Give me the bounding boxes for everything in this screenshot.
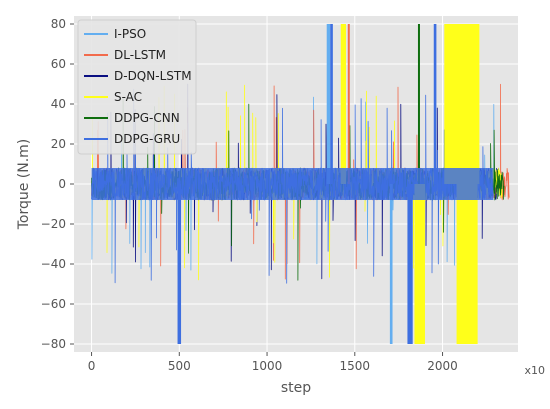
x-tick-label: 2000 bbox=[427, 359, 458, 373]
legend-label: DL-LSTM bbox=[114, 48, 166, 62]
legend: I-PSO DL-LSTM D-DQN-LSTM S-AC DDPG-CNN DDPG-G… bbox=[78, 20, 196, 154]
saturation-band bbox=[444, 24, 479, 184]
legend-label: D-DQN-LSTM bbox=[114, 69, 192, 83]
y-tick-label: 20 bbox=[51, 137, 66, 151]
saturation-band bbox=[330, 24, 333, 184]
y-tick-label: −80 bbox=[41, 337, 66, 351]
y-tick-label: 0 bbox=[58, 177, 66, 191]
saturation-band bbox=[178, 184, 182, 344]
y-tick-label: 80 bbox=[51, 17, 66, 31]
y-tick-label: −60 bbox=[41, 297, 66, 311]
saturation-band bbox=[457, 184, 478, 344]
x-tick-label: 1500 bbox=[340, 359, 371, 373]
x-tick-label: 0 bbox=[88, 359, 96, 373]
legend-label: DDPG-GRU bbox=[114, 132, 180, 146]
saturation-band bbox=[327, 24, 331, 184]
legend-label: S-AC bbox=[114, 90, 142, 104]
saturation-band bbox=[407, 184, 412, 344]
y-tick-label: −40 bbox=[41, 257, 66, 271]
saturation-band bbox=[414, 184, 425, 344]
y-tick-label: 40 bbox=[51, 97, 66, 111]
dense-band bbox=[92, 168, 494, 200]
saturation-band bbox=[434, 24, 437, 184]
x-axis-label: step bbox=[281, 380, 311, 396]
saturation-band bbox=[418, 24, 420, 184]
legend-label: DDPG-CNN bbox=[114, 111, 180, 125]
x-tick-label: 500 bbox=[168, 359, 191, 373]
y-axis-label: Torque (N.m) bbox=[16, 139, 32, 231]
y-tick-label: −20 bbox=[41, 217, 66, 231]
legend-label: I-PSO bbox=[114, 27, 146, 41]
saturation-band bbox=[348, 24, 350, 184]
x-tick-label: 1000 bbox=[252, 359, 283, 373]
x-axis-multiplier: x10 bbox=[524, 364, 545, 377]
saturation-band bbox=[390, 184, 393, 344]
y-tick-label: 60 bbox=[51, 57, 66, 71]
saturation-band bbox=[341, 24, 346, 184]
